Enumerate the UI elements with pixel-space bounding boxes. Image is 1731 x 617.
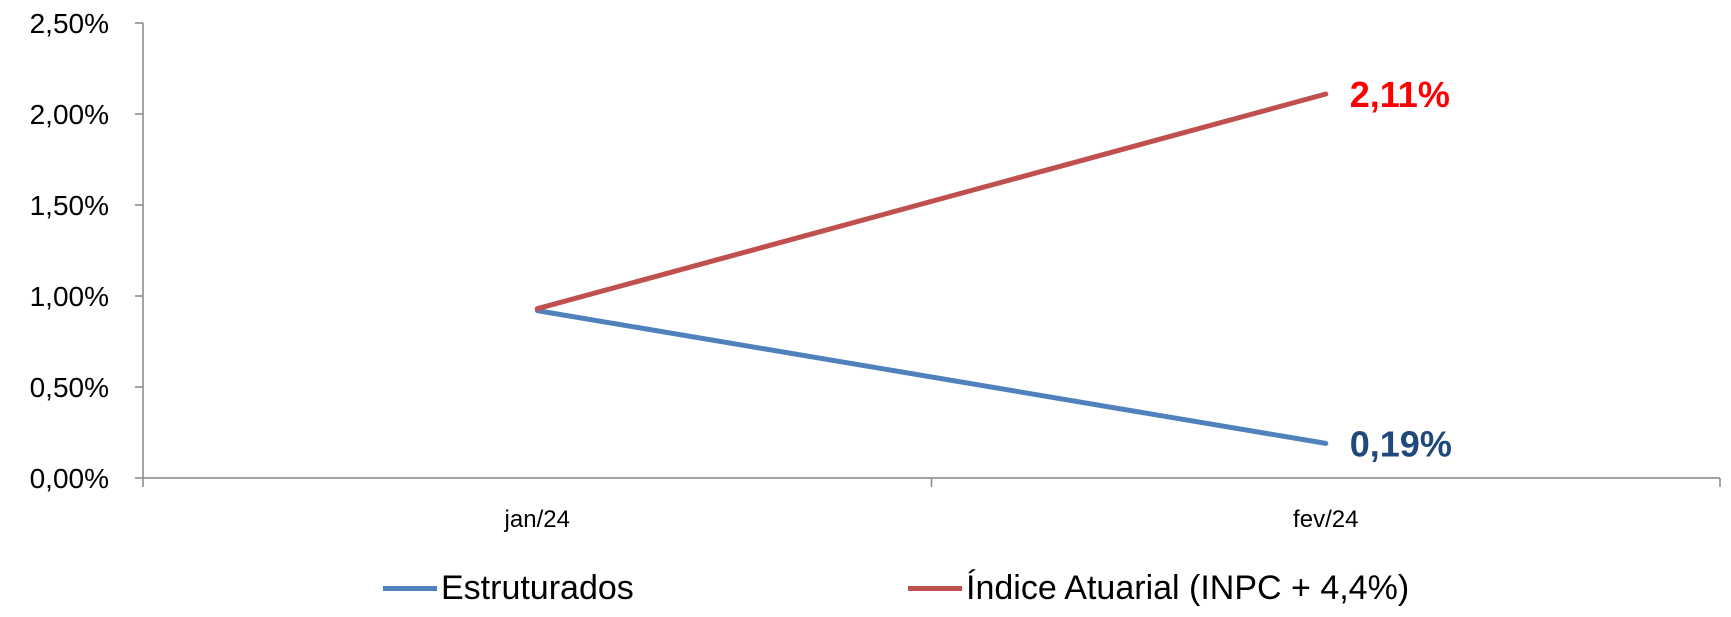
y-tick-label: 1,00% xyxy=(30,281,109,312)
series-line-estruturados xyxy=(534,308,1329,446)
y-tick-label: 1,50% xyxy=(30,190,109,221)
legend-swatch-indice-atuarial xyxy=(908,585,962,591)
data-labels: 0,19% 2,11% xyxy=(1350,74,1452,464)
legend-swatch-estruturados xyxy=(383,585,437,591)
y-tick-label: 2,00% xyxy=(30,99,109,130)
y-tick-label: 0,00% xyxy=(30,463,109,494)
legend-label-indice-atuarial: Índice Atuarial (INPC + 4,4%) xyxy=(966,568,1410,607)
legend-label-estruturados: Estruturados xyxy=(441,568,634,607)
legend-item-indice-atuarial: Índice Atuarial (INPC + 4,4%) xyxy=(908,568,1409,608)
legend-item-estruturados: Estruturados xyxy=(383,568,634,608)
legend: Estruturados Índice Atuarial (INPC + 4,4… xyxy=(0,568,1731,608)
x-tick-label: fev/24 xyxy=(1293,506,1358,533)
x-axis: jan/24 fev/24 xyxy=(142,477,1721,533)
y-tick-label: 2,50% xyxy=(30,8,109,39)
data-label-estruturados: 0,19% xyxy=(1350,423,1452,464)
y-axis: 0,00% 0,50% 1,00% 1,50% 2,00% 2,50% xyxy=(30,8,144,494)
x-tick-label: jan/24 xyxy=(504,506,570,533)
series-lines xyxy=(534,91,1329,446)
y-tick-label: 0,50% xyxy=(30,372,109,403)
data-label-indice-atuarial: 2,11% xyxy=(1350,74,1450,115)
series-line-indice-atuarial xyxy=(534,91,1329,312)
